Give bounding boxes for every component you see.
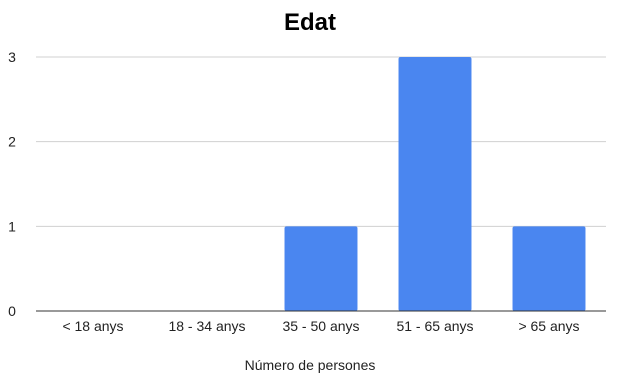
bar	[398, 57, 472, 311]
y-axis-ticks: 0 1 2 3	[8, 49, 16, 319]
y-tick-label: 1	[8, 218, 16, 234]
x-axis-ticks: < 18 anys 18 - 34 anys 35 - 50 anys 51 - 65…	[62, 318, 579, 334]
bars	[284, 57, 586, 311]
x-tick-label: > 65 anys	[518, 318, 579, 334]
x-tick-label: 18 - 34 anys	[168, 318, 245, 334]
y-tick-label: 0	[8, 303, 16, 319]
y-tick-label: 3	[8, 49, 16, 65]
gridlines	[36, 56, 606, 227]
x-tick-label: 35 - 50 anys	[282, 318, 359, 334]
bar	[284, 226, 358, 311]
x-tick-label: 51 - 65 anys	[396, 318, 473, 334]
x-axis-title: Número de persones	[245, 357, 376, 373]
bar	[512, 226, 586, 311]
y-tick-label: 2	[8, 134, 16, 150]
chart-title: Edat	[284, 9, 336, 36]
x-tick-label: < 18 anys	[62, 318, 123, 334]
